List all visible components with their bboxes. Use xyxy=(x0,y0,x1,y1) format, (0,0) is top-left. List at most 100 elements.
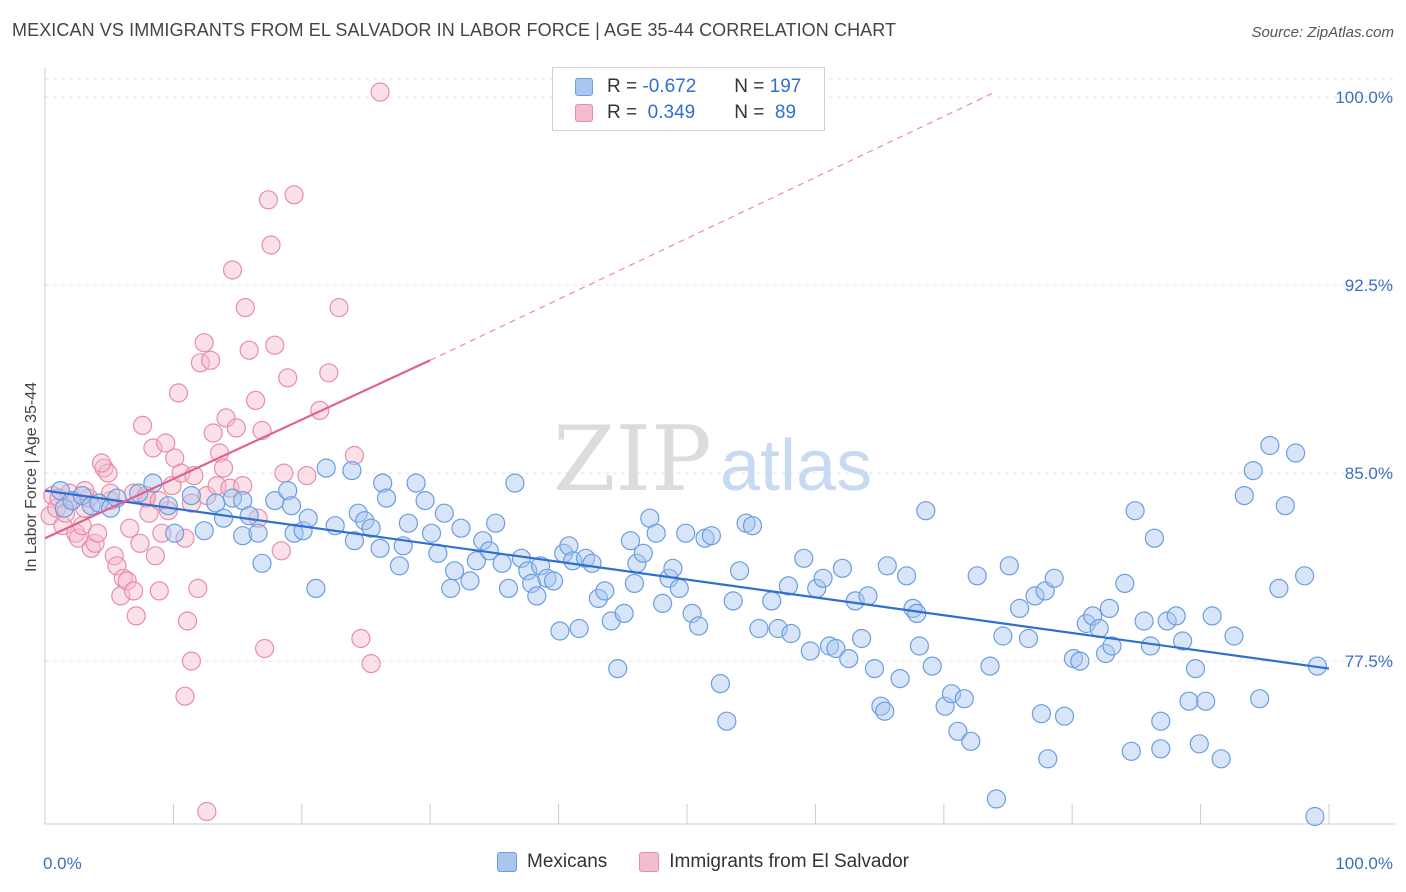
legend-r-label: R = xyxy=(607,102,638,123)
trend-line-mexicans xyxy=(44,489,1330,670)
legend-swatch-pink xyxy=(575,104,593,122)
el-salvador-point-20 xyxy=(107,556,127,576)
el-salvador-point-25 xyxy=(124,581,144,601)
legend-item-mexicans[interactable]: Mexicans xyxy=(497,851,607,873)
el-salvador-point-53 xyxy=(213,458,234,478)
mexicans-point-122 xyxy=(909,636,930,656)
mexicans-point-104 xyxy=(800,641,820,661)
mexicans-point-132 xyxy=(986,789,1007,809)
el-salvador-point-28 xyxy=(133,415,153,435)
mexicans-point-52 xyxy=(473,531,493,551)
chart-title: MEXICAN VS IMMIGRANTS FROM EL SALVADOR I… xyxy=(12,20,897,40)
legend-swatch-blue xyxy=(575,78,593,96)
mexicans-point-125 xyxy=(935,696,955,716)
mexicans-point-166 xyxy=(1211,749,1231,769)
y-tick-label-1: 92.5% xyxy=(1345,276,1393,295)
mexicans-point-47 xyxy=(441,578,461,599)
legend-r-value: 0.349 xyxy=(642,102,696,123)
mexicans-point-86 xyxy=(669,578,689,599)
mexicans-point-106 xyxy=(813,568,833,588)
mexicans-point-67 xyxy=(559,536,579,556)
mexicans-point-34 xyxy=(361,518,381,538)
mexicans-point-29 xyxy=(316,458,336,478)
mexicans-point-38 xyxy=(376,488,397,508)
mexicans-point-83 xyxy=(652,593,673,614)
mexicans-point-126 xyxy=(941,684,962,704)
legend-n-label: N = xyxy=(734,76,765,97)
mexicans-point-69 xyxy=(569,618,589,639)
mexicans-point-101 xyxy=(778,576,799,596)
mexicans-point-173 xyxy=(1275,496,1295,516)
mexicans-point-172 xyxy=(1269,578,1289,599)
mexicans-point-141 xyxy=(1044,568,1064,588)
mexicans-point-73 xyxy=(595,581,615,601)
mexicans-point-20 xyxy=(248,523,268,543)
mexicans-point-165 xyxy=(1202,606,1222,626)
mexicans-point-65 xyxy=(550,621,570,641)
el-salvador-point-23 xyxy=(117,571,137,591)
trend-line-el-salvador xyxy=(44,359,431,540)
mexicans-point-89 xyxy=(688,616,709,636)
el-salvador-point-79 xyxy=(361,653,381,674)
mexicans-point-142 xyxy=(1054,706,1075,726)
mexicans-point-55 xyxy=(492,553,512,573)
el-salvador-point-57 xyxy=(226,418,246,438)
el-salvador-point-50 xyxy=(203,423,223,443)
mexicans-point-168 xyxy=(1234,486,1254,506)
mexicans-point-117 xyxy=(877,556,897,576)
mexicans-point-97 xyxy=(742,516,763,536)
mexicans-point-19 xyxy=(233,526,253,546)
legend-n-value: 89 xyxy=(769,102,797,123)
mexicans-point-124 xyxy=(922,656,942,676)
watermark-zip: ZIP xyxy=(553,407,712,512)
el-salvador-point-49 xyxy=(201,350,221,370)
el-salvador-point-33 xyxy=(149,581,169,601)
mexicans-point-60 xyxy=(521,573,542,594)
legend-row-el-salvador: R = 0.349 N = 89 xyxy=(575,101,796,125)
mexicans-point-77 xyxy=(620,531,641,551)
mexicans-point-24 xyxy=(281,496,302,516)
legend-item-el-salvador[interactable]: Immigrants from El Salvador xyxy=(639,851,909,873)
x-tick-label-0: 0.0% xyxy=(43,854,82,873)
legend-label-mexicans: Mexicans xyxy=(527,851,608,872)
mexicans-point-13 xyxy=(194,521,214,541)
mexicans-point-151 xyxy=(1115,573,1135,594)
series-mexicans-points xyxy=(50,435,1328,827)
mexicans-point-164 xyxy=(1196,691,1216,711)
legend-n-label: N = xyxy=(734,102,765,123)
mexicans-point-155 xyxy=(1140,636,1161,656)
mexicans-point-138 xyxy=(1031,704,1052,724)
mexicans-point-95 xyxy=(729,561,750,581)
mexicans-point-177 xyxy=(1305,806,1325,827)
el-salvador-point-78 xyxy=(370,82,390,102)
legend-n-value: 197 xyxy=(769,76,802,97)
el-salvador-point-39 xyxy=(168,383,189,403)
el-salvador-point-88 xyxy=(181,493,201,513)
mexicans-point-18 xyxy=(239,506,259,526)
y-tick-label-3: 77.5% xyxy=(1345,652,1393,671)
el-salvador-point-67 xyxy=(265,335,285,355)
mexicans-point-134 xyxy=(999,556,1019,576)
mexicans-point-41 xyxy=(398,513,418,533)
mexicans-point-39 xyxy=(389,556,409,576)
el-salvador-point-80 xyxy=(197,801,217,822)
mexicans-point-23 xyxy=(278,481,298,501)
legend-swatch-mexicans xyxy=(497,852,518,872)
el-salvador-point-74 xyxy=(319,363,339,383)
el-salvador-point-15 xyxy=(87,523,108,543)
mexicans-point-100 xyxy=(768,618,788,639)
mexicans-point-35 xyxy=(344,531,364,551)
mexicans-point-112 xyxy=(851,628,872,649)
el-salvador-point-72 xyxy=(297,466,317,486)
mexicans-point-133 xyxy=(993,626,1013,646)
mexicans-point-64 xyxy=(543,571,564,591)
mexicans-point-92 xyxy=(710,673,731,694)
mexicans-point-71 xyxy=(582,553,602,573)
mexicans-point-12 xyxy=(181,486,201,506)
mexicans-point-119 xyxy=(896,566,917,586)
mexicans-point-108 xyxy=(826,638,846,659)
legend-r-value: -0.672 xyxy=(642,76,697,97)
mexicans-point-158 xyxy=(1157,611,1177,631)
mexicans-point-137 xyxy=(1025,586,1045,606)
